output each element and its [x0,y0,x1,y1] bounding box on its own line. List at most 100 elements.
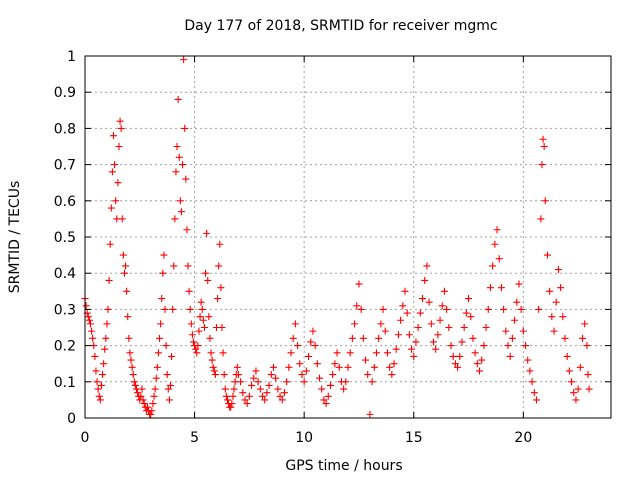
data-point [581,320,589,328]
data-point [285,363,293,371]
data-point [538,161,546,169]
data-point [119,251,127,259]
data-point [346,349,354,357]
data-point [326,381,334,389]
data-point [579,334,587,342]
data-point [203,229,211,237]
data-point [139,396,147,404]
data-point [102,334,110,342]
data-point [410,352,418,360]
data-point [127,356,135,364]
data-point [174,95,182,103]
data-point [120,269,128,277]
data-point [206,334,214,342]
data-point [229,392,237,400]
y-tick-label: 0.6 [54,194,76,210]
data-point [429,338,437,346]
data-point [311,342,319,350]
data-point [197,298,205,306]
data-point [84,313,92,321]
data-point [126,349,134,357]
data-point [434,331,442,339]
data-point [368,378,376,386]
data-point [447,342,455,350]
y-tick-label: 0.2 [54,339,76,355]
data-point [180,56,188,64]
data-point [324,392,332,400]
data-point [217,284,225,292]
data-point [329,371,337,379]
data-point [570,389,578,397]
data-point [408,345,416,353]
data-point [438,302,446,310]
data-point [256,385,264,393]
y-tick-label: 0.1 [54,375,76,391]
data-point [210,367,218,375]
data-point [164,385,172,393]
data-point [375,334,383,342]
data-point [230,385,238,393]
data-point [82,302,90,310]
data-point [576,363,584,371]
data-point [568,378,576,386]
data-point [163,371,171,379]
data-point [175,153,183,161]
data-point [220,371,228,379]
data-point [465,295,473,303]
data-point [454,363,462,371]
data-point [539,135,547,143]
data-point [302,367,310,375]
data-point [195,327,203,335]
data-point [548,313,556,321]
data-point [353,302,361,310]
data-point [116,117,124,125]
data-point [366,410,374,418]
data-point [390,360,398,368]
data-point [150,392,158,400]
data-point [173,143,181,150]
data-point [148,407,156,415]
data-point [122,262,130,270]
data-point [300,378,308,386]
data-point [187,320,195,328]
data-point [399,302,407,310]
data-point [241,396,249,404]
data-point [511,316,519,324]
data-point [401,287,409,295]
data-point [162,342,170,350]
data-point [287,349,295,357]
data-point [202,269,210,277]
data-point [182,175,190,183]
data-point [467,313,475,321]
data-point [294,342,302,350]
data-point [489,262,497,270]
data-point [216,240,224,248]
data-point [179,161,187,169]
data-point [125,334,133,342]
data-point [359,334,367,342]
data-point [274,385,282,393]
data-point [278,396,286,404]
data-point [289,334,297,342]
data-point [335,363,343,371]
data-point [160,251,168,259]
data-point [105,276,113,284]
data-point [357,305,365,313]
data-point [519,327,527,335]
data-point [280,389,288,397]
data-point [252,367,260,375]
data-point [254,378,262,386]
data-point [93,378,101,386]
data-point [351,320,359,328]
data-point [379,305,387,313]
data-point [372,349,380,357]
data-point [355,280,363,288]
x-tick-label: 20 [514,430,532,446]
y-tick-label: 0.5 [54,230,76,246]
data-point [364,371,372,379]
data-point [123,287,131,295]
data-point [572,396,580,404]
plot-border [84,55,612,419]
data-point [193,349,201,357]
